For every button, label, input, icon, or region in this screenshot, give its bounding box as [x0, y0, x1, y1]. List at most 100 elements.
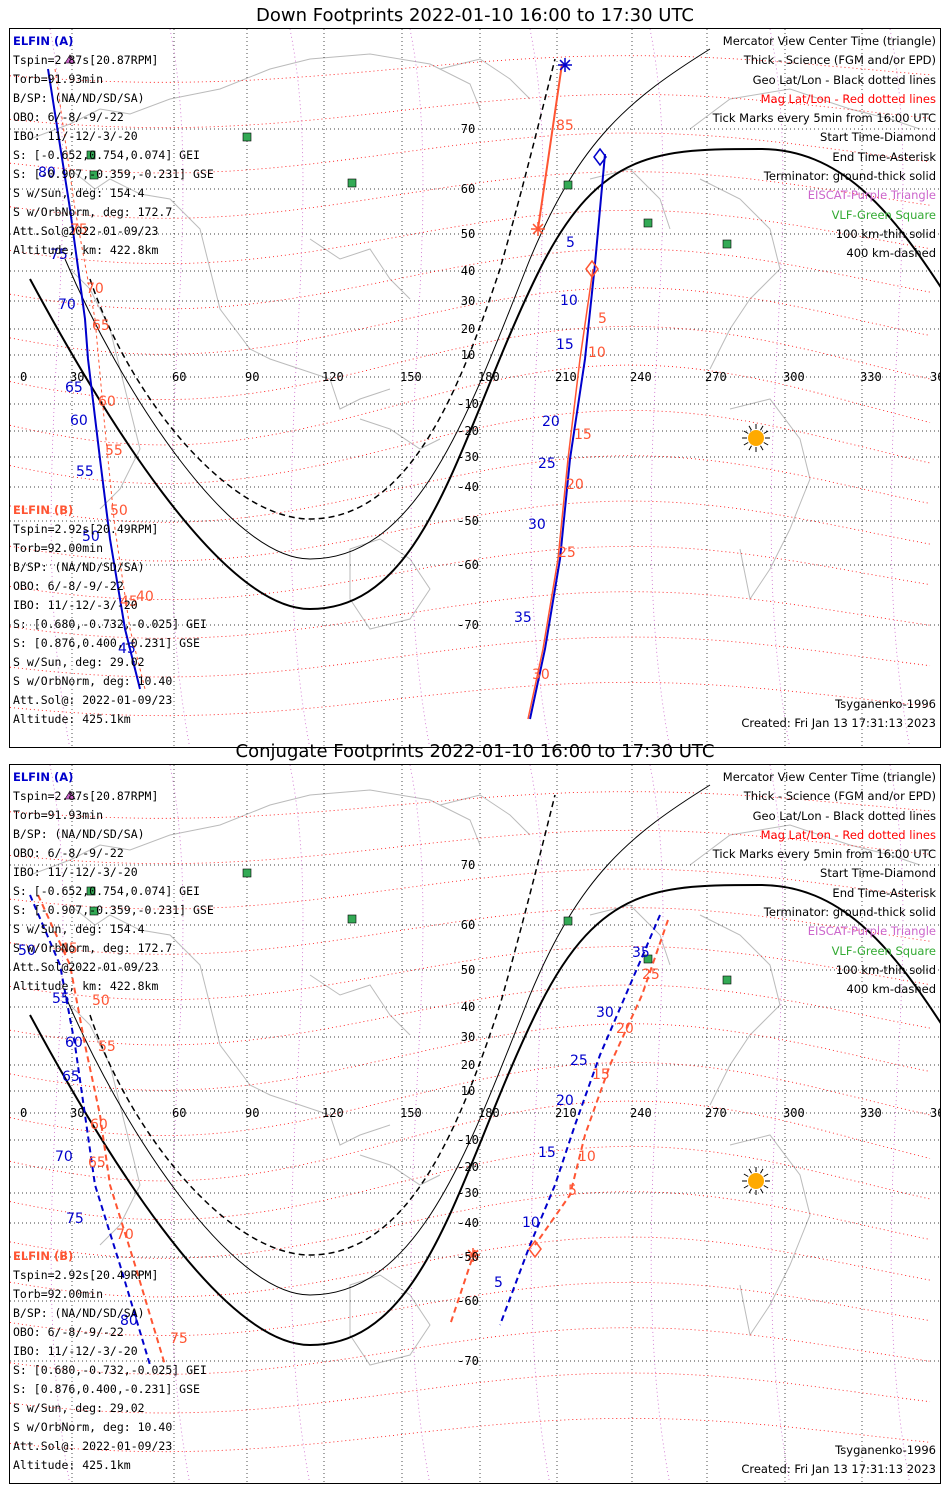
sat-b-info: ELFIN (B) Tspin=2.92s[20.49RPM] Torb=92.… — [13, 1247, 207, 1475]
legend-line: Mag Lat/Lon - Red dotted lines — [760, 827, 936, 842]
sat-tracks-right — [527, 63, 606, 720]
sat-a-tick-label: 70 — [58, 297, 76, 313]
sat-a-line: Tspin=2.87s[20.87RPM] — [13, 789, 159, 803]
vlf-station-marker — [722, 239, 732, 249]
mag-parallel — [10, 1145, 931, 1221]
sun-ray — [743, 1173, 749, 1177]
sun-ray — [763, 1173, 769, 1177]
sun-icon — [748, 430, 764, 446]
sat-b-line: Att.Sol@: 2022-01-09/23 — [13, 693, 173, 707]
axis-labels: 0 30 60 90 120 150 180 210 240 270 300 330 360 70 60 50… — [20, 122, 940, 632]
vlf-station-marker — [563, 916, 573, 926]
sat-a-line: Tspin=2.87s[20.87RPM] — [13, 53, 159, 67]
sat-b-line: S w/Sun, deg: 29.02 — [13, 655, 145, 669]
sat-a-tick-label: 30 — [528, 517, 546, 533]
sat-tracks-left — [29, 894, 166, 1366]
sat-b-tick-label: 15 — [592, 1067, 610, 1083]
legend-line: 100 km-thin solid — [835, 226, 936, 241]
lon-tick-label: 330 — [860, 370, 882, 384]
sat-a-line: S: [-0.907,-0.359,-0.231] GSE — [13, 167, 214, 181]
conj-map-svg: 5055606570758035302520151054550556065707… — [10, 765, 941, 1483]
sat-b-tick-label: 5 — [568, 1183, 577, 1199]
lat-tick-label: 40 — [461, 264, 475, 278]
legend-line: VLF-Green Square — [831, 943, 936, 958]
lat-tick-label: -70 — [457, 618, 479, 632]
sat-b-tick-label: 25 — [558, 545, 576, 561]
mag-parallel — [10, 325, 931, 401]
lon-tick-label: 150 — [400, 1106, 422, 1120]
legend: Mercator View Center Time (triangle) Thi… — [713, 32, 936, 264]
tick-labels: 8075706560555045510152025303575706560555… — [38, 118, 607, 683]
sat-b-tick-label: 40 — [136, 589, 154, 605]
mag-parallel — [10, 93, 931, 129]
axis-labels: 0 30 60 90 120 150 180 210 240 270 300 330 360 70 60 50… — [20, 858, 941, 1368]
lon-tick-label: 60 — [172, 370, 186, 384]
legend-line: Mercator View Center Time (triangle) — [722, 770, 936, 784]
lon-tick-label: 240 — [630, 370, 652, 384]
mag-parallel — [10, 984, 931, 1046]
mag-parallel — [10, 364, 931, 446]
sat-a-tick-label: 20 — [542, 414, 560, 430]
sat-a-tick-label: 45 — [118, 641, 136, 657]
sat-b-tick-label: 20 — [616, 1021, 634, 1037]
legend-line: Tick Marks every 5min from 16:00 UTC — [712, 847, 936, 862]
sat-b-tick-label: 20 — [566, 477, 584, 493]
lon-tick-label: 360 — [930, 1106, 941, 1120]
mag-parallel — [10, 681, 931, 717]
sat-b-line: S: [0.680,-0.732,-0.025] GEI — [13, 1363, 207, 1377]
legend-line: EISCAT-Purple Triangle — [807, 188, 936, 203]
lat-tick-label: 50 — [461, 227, 475, 241]
sat-b-tick-label: 75 — [170, 1331, 188, 1347]
sat-a-line: Altitude, km: 422.8km — [13, 979, 159, 993]
mag-parallel — [10, 409, 931, 485]
sat-b-tick-label: 70 — [116, 1227, 134, 1243]
footer: Tsyganenko-1996 Created: Fri Jan 13 17:3… — [741, 1441, 936, 1479]
sat-a-tick-label: 80 — [38, 165, 56, 181]
eiscat-marker — [64, 790, 76, 800]
lat-tick-label: 70 — [461, 858, 475, 872]
legend-line: Start Time-Diamond — [820, 130, 936, 145]
sat-a-tick-label: 50 — [82, 529, 100, 545]
lon-tick-label: 90 — [245, 1106, 259, 1120]
legend-line: End Time-Asterisk — [832, 885, 936, 900]
sun-ray — [763, 442, 769, 446]
vlf-station-marker — [89, 906, 99, 916]
markers — [64, 790, 770, 1262]
sun-ray — [760, 425, 764, 431]
legend-line: Terminator: ground-thick solid — [763, 169, 936, 184]
lon-tick-label: 300 — [783, 1106, 805, 1120]
mag-parallel — [10, 55, 931, 83]
footer: Tsyganenko-1996 Created: Fri Jan 13 17:3… — [741, 695, 936, 733]
sat-a-line: S w/OrbNorm, deg: 172.7 — [13, 205, 173, 219]
created-timestamp: Created: Fri Jan 13 17:31:13 2023 — [741, 716, 936, 730]
tick-labels: 5055606570758035302520151054550556065707… — [18, 941, 660, 1347]
legend-line: 100 km-thin solid — [835, 962, 936, 977]
sat-b-tick-label: 45 — [120, 594, 138, 610]
sat-b-start-diamond — [585, 259, 599, 279]
sat-b-tick-label: 70 — [86, 281, 104, 297]
sun-ray — [743, 430, 749, 434]
lat-tick-label: 30 — [461, 1030, 475, 1044]
lon-tick-label: 90 — [245, 370, 259, 384]
sat-b-name: ELFIN (B) — [13, 503, 74, 517]
lat-tick-label: 70 — [461, 122, 475, 136]
mag-meridian — [289, 29, 311, 747]
sat-b-tick-label: 50 — [92, 993, 110, 1009]
end-time-asterisk — [532, 223, 544, 235]
sat-b-tick-label: 75 — [70, 222, 88, 238]
mag-grid — [10, 29, 931, 747]
sat-b-info: ELFIN (B) Tspin=2.92s[20.49RPM] Torb=92.… — [13, 501, 207, 729]
lon-tick-label: 30 — [70, 1106, 84, 1120]
lat-tick-label: -40 — [457, 1216, 479, 1230]
sat-a-tick-label: 35 — [632, 945, 650, 961]
sat-a-line: Torb=91.93min — [13, 808, 104, 822]
vlf-station-marker — [89, 170, 99, 180]
lat-tick-label: -60 — [457, 558, 479, 572]
sat-b-line: Att.Sol@: 2022-01-09/23 — [13, 1439, 173, 1453]
legend-line: 400 km-dashed — [846, 982, 936, 997]
sat-a-tick-label: 75 — [66, 1211, 84, 1227]
lon-tick-label: 150 — [400, 370, 422, 384]
lat-tick-label: -10 — [457, 1133, 479, 1147]
sat-a-tick-label: 10 — [522, 1215, 540, 1231]
sat-a-tick-label: 5 — [566, 235, 575, 251]
